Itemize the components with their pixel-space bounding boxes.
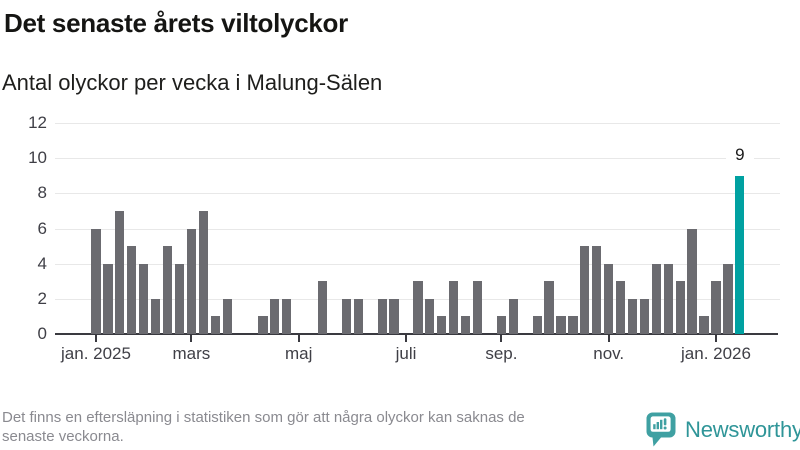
bar-week-50 (675, 281, 685, 334)
bar-week-29 (425, 298, 435, 334)
bar-week-31 (449, 281, 459, 334)
current-week-value-label: 9 (725, 145, 754, 164)
bar-week-38 (532, 316, 542, 334)
x-axis-label-nov-: nov. (593, 344, 625, 363)
footnote: Det finns en eftersläpning i statistiken… (2, 408, 525, 446)
bar-week-45 (615, 281, 626, 334)
bar-week-40 (556, 316, 566, 334)
bar-week-36 (508, 298, 518, 334)
bar-week-6 (150, 298, 161, 334)
x-axis-label-jan-2026: jan. 2026 (681, 344, 751, 363)
x-axis-line (55, 333, 778, 335)
bar-week-10 (198, 210, 208, 334)
bar-week-41 (568, 316, 578, 334)
x-tick-maj (297, 335, 300, 342)
bar-week-4 (127, 246, 137, 334)
bar-week-54 (723, 263, 733, 334)
bar-week-51 (687, 228, 697, 334)
bar-week-23 (353, 298, 363, 334)
bar-week-30 (437, 316, 447, 334)
footnote-line-1: Det finns en eftersläpning i statistiken… (2, 409, 525, 426)
bar-week-53 (711, 281, 721, 334)
y-axis-label-0: 0 (37, 324, 47, 343)
chart-subtitle: Antal olyckor per vecka i Malung-Sälen (2, 70, 383, 95)
bar-week-11 (210, 316, 220, 334)
bar-week-44 (604, 263, 614, 334)
x-axis-label-maj: maj (284, 344, 313, 363)
bar-week-15 (258, 316, 268, 334)
bar-week-46 (627, 298, 638, 334)
x-tick-mars (190, 335, 193, 342)
y-axis-label-6: 6 (37, 218, 47, 238)
x-axis-label-juli: juli (395, 344, 417, 363)
bar-week-49 (663, 263, 673, 334)
x-tick-sep- (500, 335, 503, 342)
bar-week-5 (139, 263, 149, 334)
newsworthy-wordmark: Newsworthy (685, 417, 800, 442)
bar-week-43 (592, 246, 602, 334)
x-axis-label-mars: mars (172, 344, 211, 363)
x-tick-jan-2025 (95, 335, 97, 342)
y-axis-label-4: 4 (37, 253, 47, 273)
bar-week-26 (389, 298, 399, 334)
bar-week-16 (270, 298, 280, 334)
y-axis-label-8: 8 (37, 183, 47, 203)
bar-week-3 (115, 210, 125, 334)
bar-week-8 (174, 263, 185, 334)
x-axis-label-sep-: sep. (485, 344, 518, 363)
y-axis-label-12: 12 (28, 113, 47, 133)
bar-week-42 (580, 246, 590, 334)
bar-week-2 (103, 263, 113, 334)
gridline-y-4 (55, 263, 780, 265)
footnote-line-2: senaste veckorna. (2, 428, 124, 445)
bar-week-1 (91, 228, 101, 334)
bar-week-33 (472, 281, 483, 334)
gridline-y-10 (55, 158, 780, 160)
bar-week-20 (317, 281, 328, 334)
newsworthy-logo: Newsworthy (646, 411, 800, 450)
y-axis-label-10: 10 (28, 148, 47, 168)
bar-week-12 (222, 298, 232, 334)
gridline-y-12 (55, 123, 780, 125)
bar-week-35 (496, 316, 507, 334)
bar-week-32 (460, 316, 471, 334)
bar-week-17 (282, 298, 292, 334)
x-tick-nov- (607, 335, 610, 342)
bar-week-39 (544, 281, 554, 334)
gridline-y-6 (55, 228, 780, 230)
bar-week-47 (639, 298, 650, 334)
y-axis-label-2: 2 (37, 288, 47, 308)
chart-title: Det senaste årets viltolyckor (4, 8, 348, 38)
bar-week-48 (651, 263, 662, 334)
x-axis-label-jan-2025: jan. 2025 (61, 344, 131, 363)
newsworthy-bubble-chart-icon (646, 412, 676, 447)
bar-week-9 (186, 228, 197, 334)
bar-week-52 (699, 316, 709, 334)
bar-week-55-current (735, 175, 745, 334)
bar-week-28 (413, 281, 423, 334)
x-tick-jan-2026 (715, 335, 717, 342)
bar-week-25 (377, 298, 387, 334)
bar-week-22 (341, 298, 352, 334)
x-tick-juli (405, 335, 407, 342)
bar-week-7 (162, 246, 173, 334)
gridline-y-8 (55, 193, 780, 195)
